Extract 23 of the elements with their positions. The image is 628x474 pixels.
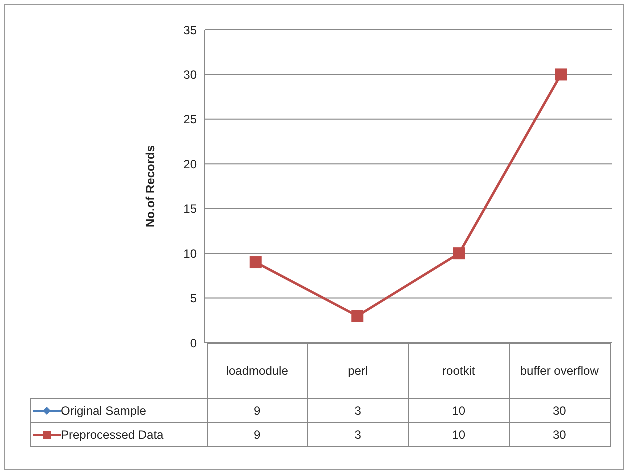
x-tick-label: loadmodule — [207, 344, 308, 398]
y-axis-title: No.of Records — [143, 145, 158, 228]
y-tick-label: 5 — [190, 292, 198, 306]
y-tick-label: 15 — [184, 202, 198, 216]
x-tick-label: buffer overflow — [509, 344, 610, 398]
x-tick-label: rootkit — [408, 344, 510, 398]
y-tick-label: 30 — [184, 68, 198, 82]
text: 9 — [254, 404, 261, 418]
y-tick-label: 0 — [190, 336, 198, 350]
data-label: 3 — [308, 422, 408, 446]
x-tick-label: perl — [308, 344, 408, 398]
y-tick-label: 35 — [184, 23, 198, 38]
y-tick-label: 10 — [184, 246, 198, 261]
text: 3 — [354, 404, 362, 418]
text: 10 — [452, 404, 466, 418]
legend-label: Original Sample — [30, 398, 207, 422]
text: 30 — [552, 404, 566, 418]
data-label: 9 — [207, 422, 308, 446]
y-tick-label: 20 — [184, 157, 198, 172]
legend-label: Preprocessed Data — [30, 422, 207, 446]
y-tick-label: 25 — [184, 112, 198, 127]
data-label: 30 — [509, 422, 610, 446]
data-label: 10 — [408, 422, 510, 446]
